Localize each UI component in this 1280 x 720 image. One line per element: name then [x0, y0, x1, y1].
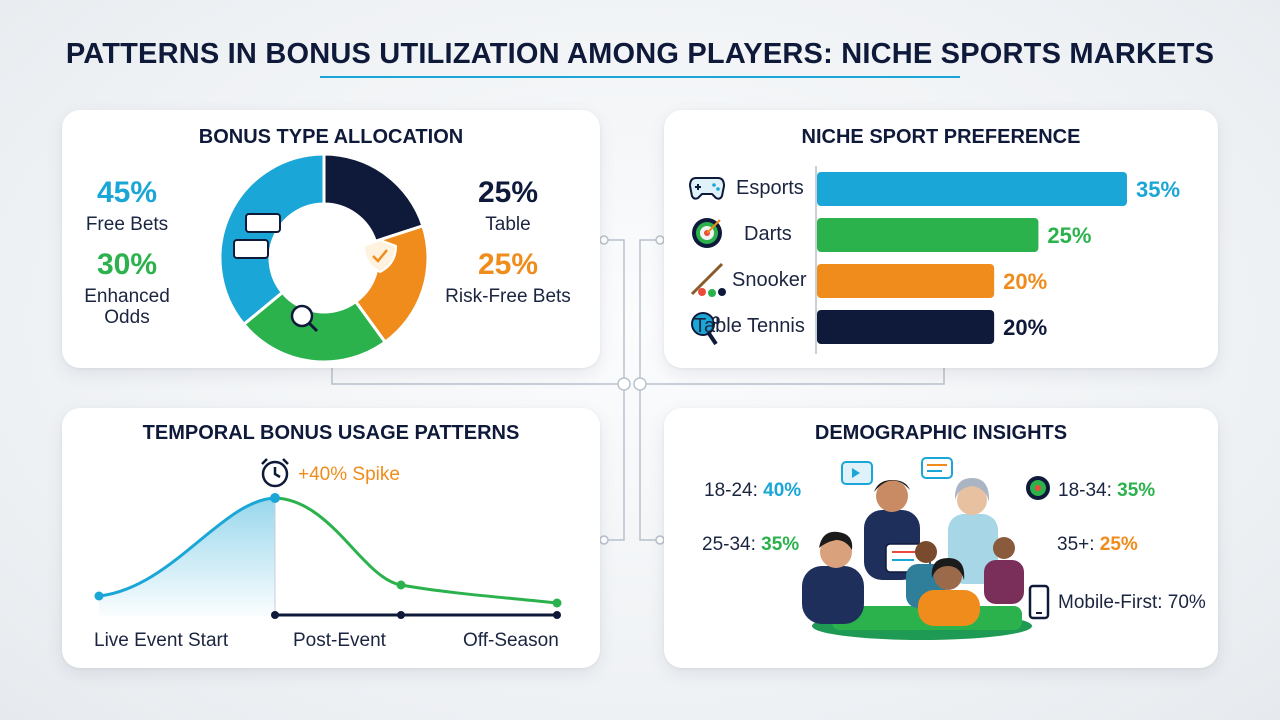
- table-pct: 25%: [477, 176, 539, 209]
- temporal-usage-card: TEMPORAL BONUS USAGE PATTERNS +40% Spike…: [62, 408, 600, 668]
- decline-line: [274, 496, 558, 605]
- alarm-clock-icon: [261, 458, 289, 488]
- start-point: [94, 591, 104, 601]
- donut-slice-table: [322, 154, 425, 244]
- magnifier-icon: [290, 304, 314, 328]
- bonus-allocation-title: BONUS TYPE ALLOCATION: [198, 126, 464, 148]
- table-tennis-paddle-icon: [691, 312, 720, 346]
- bar-label-esports: Esports: [736, 177, 804, 199]
- temporal-usage-title: TEMPORAL BONUS USAGE PATTERNS: [142, 422, 520, 444]
- axis-label-off-season: Off-Season: [463, 630, 559, 651]
- shield-icon: [362, 238, 398, 274]
- bar-label-snooker: Snooker: [732, 269, 807, 291]
- title-underline: [320, 76, 960, 78]
- free-bets-pct: 45%: [96, 176, 158, 209]
- enhanced-odds-label: Enhanced Odds: [84, 286, 170, 328]
- table-label: Table: [485, 214, 531, 235]
- axis-label-live-event-start: Live Event Start: [94, 630, 229, 651]
- niche-bar-chart: 35%25%20%20%: [815, 166, 1180, 354]
- offseason-point: [552, 598, 562, 608]
- bar-value-label: 20%: [1003, 269, 1047, 294]
- page-title: PATTERNS IN BONUS UTILIZATION AMONG PLAY…: [65, 38, 1215, 70]
- enhanced-odds-pct: 30%: [96, 248, 158, 281]
- post-point: [396, 580, 406, 590]
- mobile-phone-icon: [1028, 584, 1050, 620]
- demo-left-18-24: 18-24: 40%: [704, 480, 802, 501]
- bonus-allocation-card: BONUS TYPE ALLOCATION 45% Free Bets 30% …: [62, 110, 600, 368]
- dartboard-icon: [692, 218, 722, 248]
- risk-free-pct: 25%: [477, 248, 539, 281]
- niche-sport-card: NICHE SPORT PREFERENCE Esports Darts Sno…: [664, 110, 1218, 368]
- baseline-point-3: [553, 611, 561, 619]
- gamepad-icon: [688, 177, 726, 200]
- donut-slice-free-bets: [220, 154, 326, 327]
- snooker-cue-icon: [690, 262, 726, 297]
- demographic-title: DEMOGRAPHIC INSIGHTS: [814, 422, 1068, 444]
- ticket-icon: [245, 213, 281, 233]
- bar-value-label: 35%: [1136, 177, 1180, 202]
- bar-darts: [817, 218, 1039, 252]
- shield-check-icon: [372, 249, 388, 263]
- axis-label-post-event: Post-Event: [293, 630, 386, 651]
- bonus-donut-chart: [220, 154, 428, 362]
- temporal-line-chart: [94, 493, 562, 619]
- rise-line: [98, 496, 276, 598]
- bar-value-label: 20%: [1003, 315, 1047, 340]
- bar-value-label: 25%: [1047, 223, 1091, 248]
- people-illustration: [802, 457, 1032, 640]
- mobile-first-stat: Mobile-First: 70%: [1058, 592, 1206, 613]
- free-bets-label: Free Bets: [85, 214, 169, 235]
- bar-table-tennis: [817, 310, 995, 344]
- magnifier-handle: [307, 321, 319, 333]
- baseline-point-1: [271, 611, 279, 619]
- dartboard-small-icon: [1026, 476, 1050, 500]
- bar-snooker: [817, 264, 995, 298]
- ticket-icon-2: [233, 239, 269, 259]
- bar-esports: [817, 172, 1127, 206]
- risk-free-label: Risk-Free Bets: [445, 286, 571, 307]
- bar-label-table-tennis: Table Tennis: [694, 315, 805, 337]
- demo-right-35-plus: 35+: 25%: [1057, 534, 1138, 555]
- rise-area: [99, 498, 275, 616]
- spike-annotation: +40% Spike: [298, 464, 400, 485]
- bar-label-darts: Darts: [744, 223, 792, 245]
- peak-point: [270, 493, 280, 503]
- demographic-card: DEMOGRAPHIC INSIGHTS 18-24: 40% 25-34: 3…: [664, 408, 1218, 668]
- niche-sport-title: NICHE SPORT PREFERENCE: [801, 126, 1081, 148]
- demo-right-18-34: 18-34: 35%: [1058, 480, 1156, 501]
- demo-left-25-34: 25-34: 35%: [702, 534, 800, 555]
- baseline-point-2: [397, 611, 405, 619]
